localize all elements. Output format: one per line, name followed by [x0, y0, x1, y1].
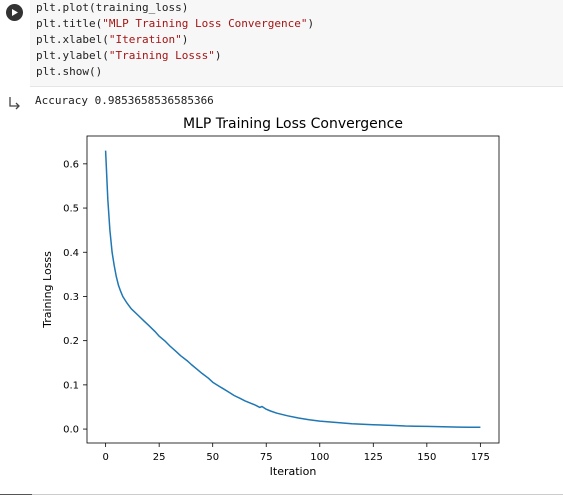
loss-chart: MLP Training Loss Convergence 0 25 50 75 100 1… — [41, 116, 500, 478]
code-token: plt.xlabel( — [36, 33, 109, 46]
code-token: plt.show() — [36, 65, 103, 78]
code-token: plt.ylabel( — [36, 49, 109, 62]
play-icon — [12, 9, 18, 16]
x-tick-label: 0 — [102, 452, 108, 463]
x-tick-label: 75 — [260, 452, 273, 463]
chart-title: MLP Training Loss Convergence — [183, 116, 403, 132]
code-token: ) — [181, 33, 189, 46]
x-tick-label: 25 — [153, 452, 166, 463]
code-token: plt.title( — [36, 17, 103, 30]
x-tick-label: 100 — [310, 452, 329, 463]
output-arrow-icon — [9, 97, 20, 110]
run-cell-button[interactable] — [6, 4, 23, 21]
x-tick-label: 175 — [471, 452, 490, 463]
y-tick-label: 0.2 — [63, 336, 79, 347]
code-line: plt.show() — [36, 64, 102, 80]
y-axis-label: Training Losss — [41, 251, 54, 329]
y-tick-label: 0.0 — [63, 425, 79, 436]
y-tick-label: 0.3 — [63, 292, 79, 303]
cell-output: Accuracy 0.9853658536585366 MLP Training… — [0, 88, 563, 488]
cell-divider — [0, 494, 563, 495]
code-line: plt.xlabel("Iteration") — [36, 32, 188, 48]
y-tick-label: 0.4 — [63, 248, 79, 259]
code-string-token: "MLP Training Loss Convergence" — [102, 17, 308, 30]
code-line: plt.plot(training_loss) — [36, 0, 188, 16]
code-string-token: "Training Losss" — [108, 49, 215, 62]
x-tick-label: 150 — [417, 452, 436, 463]
x-axis-label: Iteration — [270, 465, 317, 478]
cell-gutter — [0, 0, 30, 88]
code-string-token: "Iteration" — [108, 33, 182, 46]
y-tick-label: 0.1 — [63, 380, 79, 391]
x-tick-label: 125 — [364, 452, 383, 463]
y-tick-label: 0.5 — [63, 204, 79, 215]
y-tick-label: 0.6 — [63, 159, 79, 170]
cell-divider-accent — [0, 494, 32, 495]
code-cell[interactable]: plt.plot(training_loss) plt.title("MLP Tr… — [0, 0, 563, 88]
stdout-text: Accuracy 0.9853658536585366 — [35, 94, 214, 107]
code-line: plt.title("MLP Training Loss Convergence… — [36, 16, 314, 32]
code-token: ) — [307, 17, 315, 30]
code-token: plt.plot(training_loss) — [36, 1, 189, 14]
plot-frame — [86, 135, 500, 444]
loss-series-line — [104, 150, 481, 429]
code-token: ) — [214, 49, 222, 62]
code-line: plt.ylabel("Training Losss") — [36, 48, 221, 64]
code-editor[interactable]: plt.plot(training_loss) plt.title("MLP Tr… — [30, 0, 563, 87]
x-tick-label: 50 — [206, 452, 219, 463]
